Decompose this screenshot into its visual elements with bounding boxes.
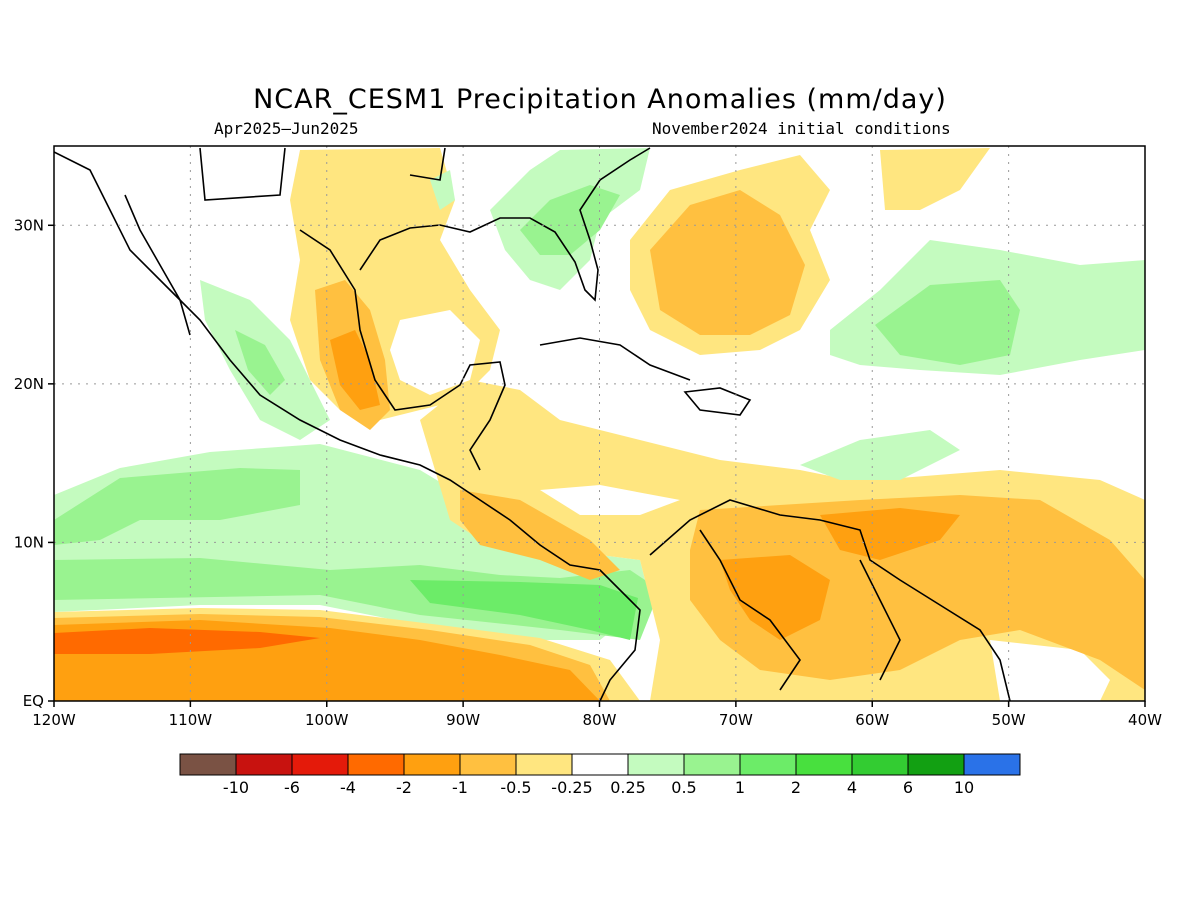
- coastline-cuba: [539, 337, 691, 381]
- coastline-us-gulf: [359, 147, 651, 302]
- colorbar-label: -1: [452, 778, 468, 797]
- colorbar-label: 4: [847, 778, 857, 797]
- country-border: [409, 147, 446, 181]
- country-border: [699, 529, 801, 691]
- coastline-baja: [124, 194, 191, 336]
- anomaly-region: [820, 508, 960, 560]
- x-tick-label: 100W: [305, 711, 349, 729]
- coastlines: [54, 147, 1011, 701]
- colorbar-swatch: [683, 753, 741, 776]
- colorbar-swatch: [739, 753, 797, 776]
- colorbar-swatch: [963, 753, 1021, 776]
- x-tick-label: 40W: [1128, 711, 1162, 729]
- colorbar-label: 6: [903, 778, 913, 797]
- anomaly-region: [54, 628, 320, 654]
- coastline-mexico-pacific: [54, 151, 641, 701]
- x-tick-label: 90W: [446, 711, 480, 729]
- country-border: [859, 559, 901, 681]
- anomaly-region: [54, 558, 660, 640]
- x-tick-label: 70W: [719, 711, 753, 729]
- colorbar-label: -0.25: [551, 778, 592, 797]
- anomaly-region: [875, 280, 1020, 365]
- anomaly-region: [650, 190, 805, 335]
- colorbar-label: -10: [223, 778, 249, 797]
- colorbar-label: 10: [954, 778, 974, 797]
- anomaly-region: [390, 310, 480, 395]
- colorbar-label: 2: [791, 778, 801, 797]
- coastline-south-america: [649, 499, 1011, 701]
- colorbar-label: -6: [284, 778, 300, 797]
- y-tick-label: 30N: [14, 216, 44, 234]
- colorbar-swatch: [459, 753, 517, 776]
- colorbar-label: 0.25: [610, 778, 646, 797]
- y-tick-label: 20N: [14, 375, 44, 393]
- anomaly-region: [520, 185, 620, 255]
- colorbar-swatch: [347, 753, 405, 776]
- x-tick-label: 110W: [169, 711, 213, 729]
- colorbar-label: -2: [396, 778, 412, 797]
- x-tick-label: 50W: [992, 711, 1026, 729]
- anomaly-region: [330, 330, 380, 410]
- x-tick-label: 80W: [583, 711, 617, 729]
- anomaly-region: [690, 495, 1145, 690]
- x-axis: 120W 110W 100W 90W 80W 70W 60W 50W 40W: [32, 701, 1162, 729]
- coastline-hispaniola: [683, 387, 752, 416]
- colorbar-swatch: [291, 753, 349, 776]
- forecast-period: Apr2025–Jun2025: [214, 119, 359, 138]
- colorbar-label: 1: [735, 778, 745, 797]
- gridlines: [54, 146, 1145, 701]
- anomaly-region: [54, 468, 300, 545]
- anomaly-region: [990, 640, 1110, 701]
- coastline-gulf: [299, 229, 506, 471]
- initial-conditions: November2024 initial conditions: [652, 119, 951, 138]
- anomaly-region: [800, 430, 960, 480]
- colorbar-label: 0.5: [671, 778, 696, 797]
- y-tick-label: EQ: [23, 692, 44, 710]
- anomaly-region: [880, 148, 990, 210]
- colorbar-label: -0.5: [500, 778, 531, 797]
- colorbar-swatch: [851, 753, 909, 776]
- colorbar-swatch: [179, 753, 237, 776]
- colorbar: -10 -6 -4 -2 -1 -0.5 -0.25 0.25 0.5 1 2 4 6 10: [179, 753, 1021, 797]
- anomaly-region: [410, 580, 638, 640]
- y-axis: EQ 10N 20N 30N: [14, 216, 54, 710]
- chart-title: NCAR_CESM1 Precipitation Anomalies (mm/d…: [253, 84, 947, 115]
- colorbar-swatch: [571, 753, 629, 776]
- colorbar-swatch: [795, 753, 853, 776]
- colorbar-swatch: [235, 753, 293, 776]
- colorbar-swatch: [403, 753, 461, 776]
- x-tick-label: 60W: [855, 711, 889, 729]
- x-tick-label: 120W: [32, 711, 76, 729]
- colorbar-swatch: [907, 753, 965, 776]
- colorbar-swatch: [627, 753, 685, 776]
- colorbar-label: -4: [340, 778, 356, 797]
- anomaly-region: [235, 330, 285, 395]
- country-border: [199, 147, 286, 201]
- y-tick-label: 10N: [14, 533, 44, 551]
- colorbar-swatch: [515, 753, 573, 776]
- anomaly-region: [540, 485, 680, 515]
- anomaly-region: [720, 555, 830, 640]
